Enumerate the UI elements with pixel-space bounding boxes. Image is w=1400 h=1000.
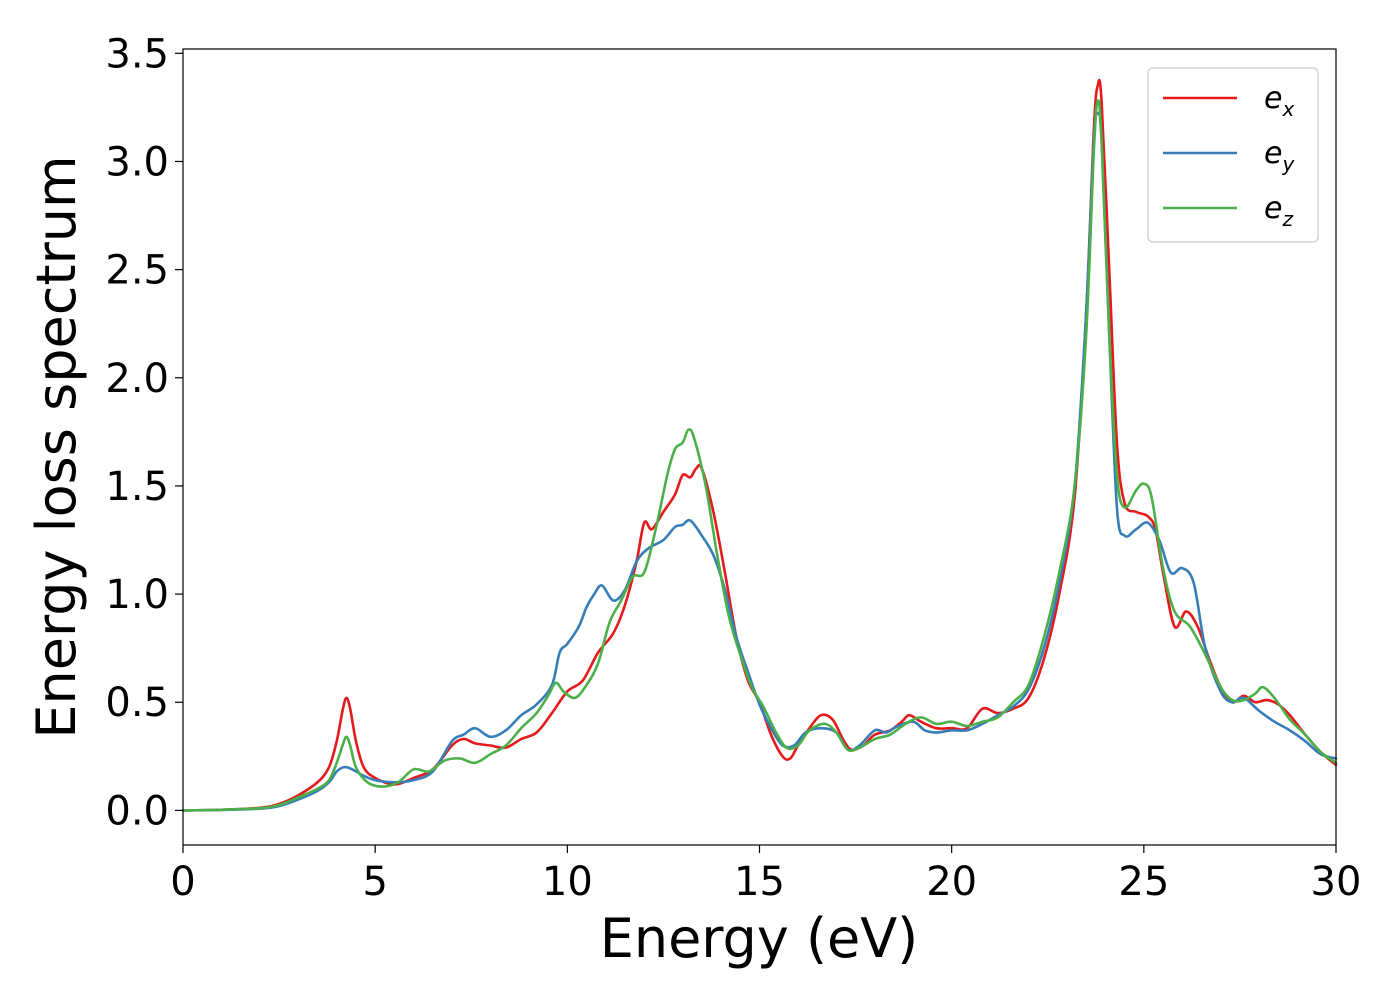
y-tick-label: 0.0 [105, 788, 169, 834]
plot-background [183, 49, 1336, 845]
y-axis-label: Energy loss spectrum [25, 155, 88, 738]
series-line-e-y [181, 111, 1338, 812]
y-tick-label: 3.5 [105, 31, 169, 77]
legend-box [1147, 67, 1319, 243]
x-axis-label: Energy (eV) [600, 907, 919, 970]
legend-label-base: e [1264, 136, 1282, 171]
y-tick-label: 0.5 [105, 680, 169, 726]
y-tick-label: 2.0 [105, 356, 169, 402]
y-tick-label: 1.0 [105, 572, 169, 618]
legend-label-subscript: x [1281, 97, 1294, 121]
legend-label: ey [1264, 136, 1295, 176]
x-tick-label: 5 [362, 859, 387, 905]
series-line-e-z [181, 99, 1338, 812]
y-tick-label: 1.5 [105, 464, 169, 510]
y-tick-label: 3.0 [105, 139, 169, 185]
legend-label-subscript: z [1281, 207, 1293, 231]
legend-label-subscript: y [1281, 152, 1295, 176]
x-tick-label: 30 [1311, 859, 1362, 905]
x-tick-label: 25 [1118, 859, 1169, 905]
x-tick-label: 20 [926, 859, 977, 905]
x-tick-label: 10 [542, 859, 593, 905]
series-layer [181, 78, 1338, 812]
x-tick-label: 15 [734, 859, 785, 905]
legend-label-base: e [1264, 191, 1282, 226]
x-tick-label: 0 [170, 859, 195, 905]
y-axis-ticks: 0.0 0.5 1.0 1.5 2.0 2.5 3.0 3.5 [105, 31, 183, 834]
y-tick-label: 2.5 [105, 248, 169, 294]
legend-label: ez [1264, 191, 1293, 231]
legend-label: ex [1264, 81, 1294, 121]
legend-label-base: e [1264, 81, 1282, 116]
x-axis-ticks: 0 5 10 15 20 25 30 [170, 845, 1361, 905]
